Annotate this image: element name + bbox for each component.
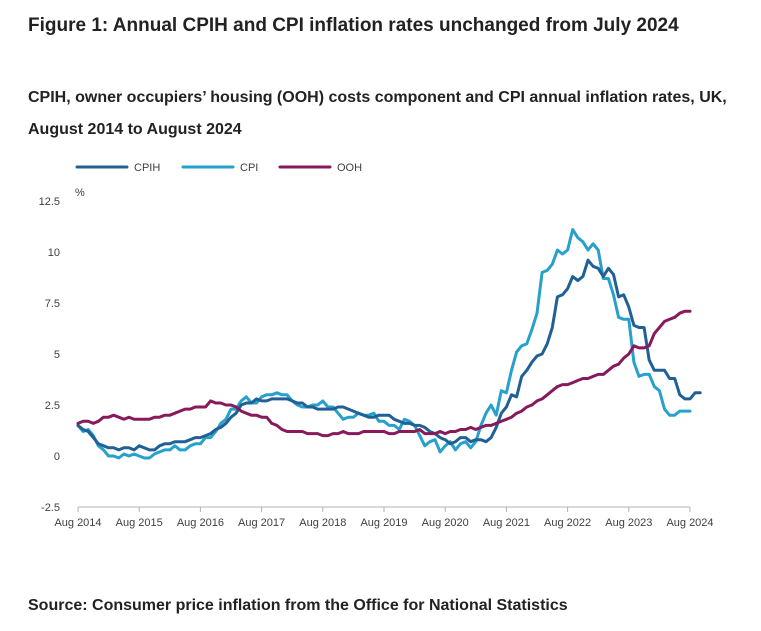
y-tick-label: -2.5: [41, 502, 60, 514]
source-note: Source: Consumer price inflation from th…: [28, 597, 568, 614]
x-axis: Aug 2014 Aug 2015 Aug 2016 Aug 2017 Aug 2018…: [54, 506, 714, 529]
x-tick-label: Aug 2021: [483, 517, 530, 529]
legend-label-cpi: CPI: [240, 162, 258, 174]
y-tick-label: 5: [54, 349, 60, 361]
y-axis-unit: %: [75, 187, 85, 199]
y-axis: % -2.5 0 2.5 5 7.5 10 12.5: [39, 187, 85, 514]
x-tick-label: Aug 2020: [422, 517, 469, 529]
y-tick-label: 12.5: [39, 196, 60, 208]
legend-label-cpih: CPIH: [134, 162, 160, 174]
x-tick-label: Aug 2022: [544, 517, 591, 529]
x-tick-label: Aug 2014: [54, 517, 101, 529]
x-tick-label: Aug 2019: [360, 517, 407, 529]
series-line-ooh: [76, 309, 692, 438]
chart-subtitle: CPIH, owner occupiers’ housing (OOH) cos…: [28, 89, 727, 138]
x-tick-label: Aug 2023: [605, 517, 652, 529]
y-tick-label: 10: [48, 247, 60, 259]
x-tick-label: Aug 2018: [299, 517, 346, 529]
y-tick-label: 7.5: [45, 298, 60, 310]
x-tick-label: Aug 2015: [116, 517, 163, 529]
chart-title: Figure 1: Annual CPIH and CPI inflation …: [28, 15, 679, 36]
y-tick-label: 0: [54, 451, 60, 463]
series-lines: [76, 228, 702, 460]
series-line-cpih: [76, 258, 702, 452]
y-tick-label: 2.5: [45, 400, 60, 412]
x-tick-label: Aug 2017: [238, 517, 285, 529]
legend-label-ooh: OOH: [337, 162, 362, 174]
x-tick-label: Aug 2024: [666, 517, 713, 529]
series-line-cpi: [76, 228, 692, 460]
legend: CPIH CPI OOH: [75, 162, 362, 174]
x-tick-label: Aug 2016: [177, 517, 224, 529]
